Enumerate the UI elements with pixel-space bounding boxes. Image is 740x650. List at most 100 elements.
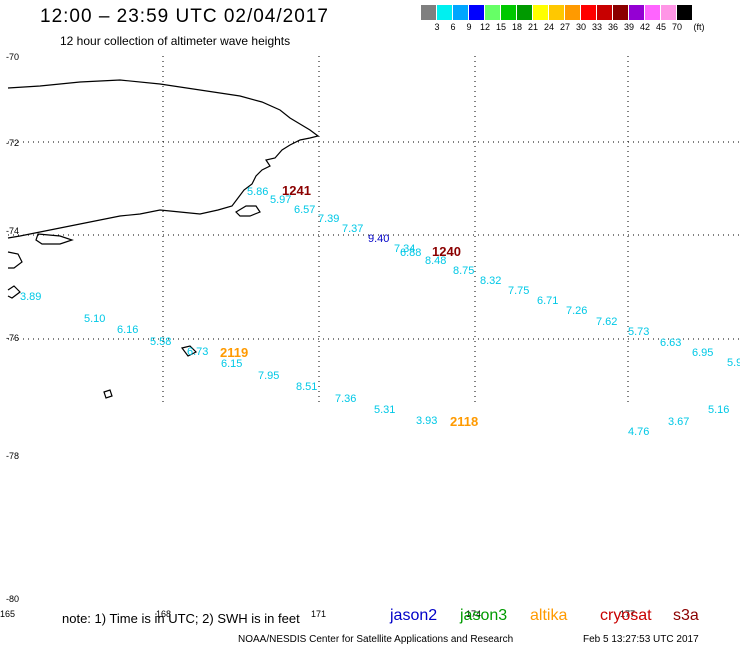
legend-swatch — [677, 5, 693, 20]
wave-height-value: 7.39 — [318, 213, 339, 225]
coastline — [7, 79, 320, 399]
wave-height-observations: 5.865.976.577.397.37 9.40 7.346.88 8.48 8.75… — [20, 186, 740, 438]
legend-swatch — [485, 5, 501, 20]
legend-label: 45 — [655, 22, 667, 32]
legend-swatch — [661, 5, 677, 20]
page-subtitle: 12 hour collection of altimeter wave hei… — [60, 34, 291, 48]
legend-swatch — [437, 5, 453, 20]
wave-height-value: 7.26 — [566, 305, 587, 317]
legend-label: 18 — [511, 22, 523, 32]
legend-swatch — [597, 5, 613, 20]
pass-time-labels: 1241 1240 2119 2118 — [220, 183, 478, 429]
legend-unit: (ft) — [693, 22, 705, 32]
legend-swatch — [645, 5, 661, 20]
legend-swatch — [501, 5, 517, 20]
grid-lines — [8, 56, 740, 405]
credit-text: NOAA/NESDIS Center for Satellite Applica… — [238, 634, 514, 645]
legend-swatch — [469, 5, 485, 20]
wave-height-value: 3.89 — [20, 291, 41, 303]
legend-label: 70 — [671, 22, 683, 32]
pass-time-label: 1241 — [282, 183, 311, 198]
legend-swatch — [533, 5, 549, 20]
satellite-cryosat: cryosat — [600, 607, 652, 624]
wave-height-value: 5.9 — [727, 357, 740, 369]
wave-height-value: 7.34 — [394, 243, 415, 255]
legend-label: 24 — [543, 22, 555, 32]
wave-height-value: 5.86 — [247, 186, 268, 198]
legend-swatch — [613, 5, 629, 20]
wave-height-value: 6.88 — [400, 247, 421, 259]
lon-label: 165 — [0, 609, 15, 619]
legend-label: 42 — [639, 22, 651, 32]
wave-height-value: 3.93 — [416, 415, 437, 427]
legend-label: 3 — [434, 22, 440, 32]
color-legend — [421, 5, 693, 20]
legend-label: 21 — [527, 22, 539, 32]
lon-label: 174 — [466, 609, 481, 619]
wave-height-value: 7.62 — [596, 316, 617, 328]
wave-height-value: 8.32 — [480, 275, 501, 287]
satellite-jason3: jason3 — [460, 607, 508, 624]
lon-label: 168 — [156, 609, 171, 619]
legend-label: 30 — [575, 22, 587, 32]
legend-swatch — [549, 5, 565, 20]
wave-height-value: 6.95 — [692, 347, 713, 359]
lon-labels: 165 168 171 174 177 — [0, 609, 635, 619]
legend-label: 12 — [479, 22, 491, 32]
lat-label: -70 — [6, 52, 19, 62]
wave-height-value: 5.16 — [708, 404, 729, 416]
wave-height-value: 6.71 — [537, 295, 558, 307]
legend-label: 39 — [623, 22, 635, 32]
legend-label: 6 — [450, 22, 456, 32]
wave-height-value: 5.97 — [270, 194, 291, 206]
legend-label: 36 — [607, 22, 619, 32]
legend-swatch — [421, 5, 437, 20]
lon-label: 177 — [620, 609, 635, 619]
legend-label: 27 — [559, 22, 571, 32]
wave-height-value: 7.37 — [342, 223, 363, 235]
pass-time-label: 2119 — [220, 345, 248, 360]
wave-height-value: 7.75 — [508, 285, 529, 297]
lat-label: -72 — [6, 138, 19, 148]
wave-height-value: 5.73 — [628, 326, 649, 338]
satellite-altika: altika — [530, 607, 568, 624]
legend-swatch — [453, 5, 469, 20]
satellite-s3a: s3a — [673, 607, 699, 624]
wave-height-value: 8.48 — [425, 255, 446, 267]
legend-swatch — [629, 5, 645, 20]
legend-label: 15 — [495, 22, 507, 32]
wave-height-value: 6.63 — [660, 337, 681, 349]
wave-height-value: 9.40 — [368, 233, 389, 245]
wave-height-value: 6.15 — [221, 358, 242, 370]
wave-height-value: 5.10 — [84, 313, 105, 325]
lat-label: -76 — [6, 333, 19, 343]
legend-swatch — [581, 5, 597, 20]
wave-height-value: 7.36 — [335, 393, 356, 405]
wave-height-value: 5.58 — [150, 336, 171, 348]
wave-height-value: 6.73 — [187, 346, 208, 358]
lat-labels: -70 -72 -74 -76 -78 -80 — [6, 52, 19, 604]
lat-label: -78 — [6, 451, 19, 461]
satellite-jason2: jason2 — [390, 607, 438, 624]
generated-timestamp: Feb 5 13:27:53 UTC 2017 — [583, 634, 699, 645]
lon-label: 171 — [311, 609, 326, 619]
wave-height-value: 7.95 — [258, 370, 279, 382]
footer-note: note: 1) Time is in UTC; 2) SWH is in fe… — [62, 611, 300, 626]
pass-time-label: 1240 — [432, 244, 461, 259]
wave-height-value: 5.31 — [374, 404, 395, 416]
page-title: 12:00 – 23:59 UTC 02/04/2017 — [40, 6, 329, 27]
pass-time-label: 2118 — [450, 414, 478, 429]
wave-height-value: 4.76 — [628, 426, 649, 438]
legend-swatch — [517, 5, 533, 20]
lat-label: -74 — [6, 226, 19, 236]
wave-height-value: 6.57 — [294, 204, 315, 216]
wave-height-value: 8.75 — [453, 265, 474, 277]
wave-height-value: 6.16 — [117, 324, 138, 336]
wave-height-value: 3.67 — [668, 416, 689, 428]
wave-height-value: 8.51 — [296, 381, 317, 393]
lat-label: -80 — [6, 594, 19, 604]
legend-label: 33 — [591, 22, 603, 32]
legend-swatch — [565, 5, 581, 20]
legend-label: 9 — [466, 22, 472, 32]
